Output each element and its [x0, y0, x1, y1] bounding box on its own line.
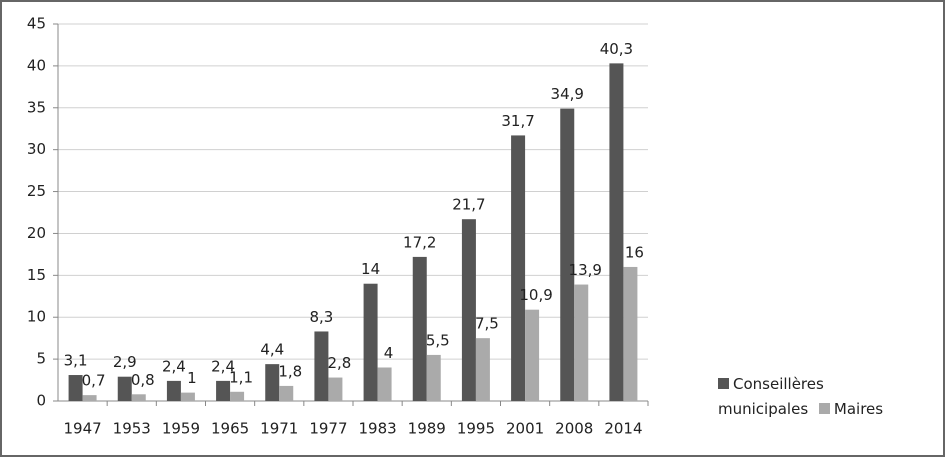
x-tick-label: 1953: [113, 420, 151, 438]
y-tick-label: 15: [27, 266, 46, 284]
value-label: 2,9: [113, 353, 137, 371]
y-tick-label: 45: [27, 15, 46, 33]
value-label: 2,4: [211, 357, 235, 375]
bar: [265, 364, 280, 401]
value-label: 31,7: [501, 112, 534, 130]
legend-marker: [818, 403, 830, 414]
value-label: 34,9: [551, 85, 584, 103]
legend: Conseillères municipales Maires: [718, 372, 918, 422]
legend-label: Conseillères municipales: [718, 375, 824, 418]
value-label: 5,5: [426, 331, 450, 349]
y-tick-label: 10: [27, 308, 46, 326]
value-label: 16: [625, 243, 644, 261]
x-tick-label: 2014: [604, 420, 642, 438]
y-tick-label: 35: [27, 98, 46, 116]
bar: [82, 395, 97, 401]
bar: [180, 392, 195, 401]
x-tick-label: 1977: [309, 420, 347, 438]
value-label: 4,4: [260, 341, 284, 359]
bar: [166, 380, 181, 401]
bar: [363, 283, 378, 401]
bar: [328, 377, 343, 401]
bar: [412, 256, 427, 401]
bar: [117, 376, 132, 401]
bar: [511, 135, 526, 401]
y-tick-label: 20: [27, 224, 46, 242]
value-label: 13,9: [569, 261, 602, 279]
value-label: 10,9: [519, 286, 552, 304]
x-tick-label: 2008: [555, 420, 593, 438]
bar: [623, 266, 638, 401]
bar: [475, 338, 490, 401]
bar: [68, 375, 83, 401]
y-tick-label: 30: [27, 140, 46, 158]
value-label: 14: [361, 260, 380, 278]
bar: [279, 385, 294, 401]
value-label: 3,1: [64, 352, 88, 370]
bar: [426, 354, 441, 401]
value-label: 2,4: [162, 357, 186, 375]
bar: [314, 331, 329, 401]
value-label: 21,7: [452, 196, 485, 214]
bar: [377, 367, 392, 401]
y-tick-label: 5: [36, 350, 46, 368]
value-label: 17,2: [403, 233, 436, 251]
bar: [525, 309, 540, 401]
bar: [574, 284, 589, 401]
x-tick-label: 1983: [358, 420, 396, 438]
x-tick-label: 1947: [63, 420, 101, 438]
value-label: 7,5: [475, 315, 499, 333]
x-tick-label: 1989: [408, 420, 446, 438]
bar: [230, 391, 245, 401]
x-tick-label: 2001: [506, 420, 544, 438]
value-label: 1: [187, 369, 197, 387]
bar: [609, 63, 624, 402]
value-label: 1,8: [278, 362, 302, 380]
x-tick-label: 1971: [260, 420, 298, 438]
legend-marker: [718, 378, 729, 389]
y-tick-label: 25: [27, 182, 46, 200]
bar: [461, 219, 476, 401]
value-label: 2,8: [327, 354, 351, 372]
value-label: 40,3: [600, 40, 633, 58]
value-label: 4: [384, 344, 394, 362]
legend-label: Maires: [833, 400, 884, 418]
bar: [560, 108, 575, 402]
value-label: 8,3: [309, 308, 333, 326]
value-label: 0,8: [131, 371, 155, 389]
y-tick-label: 40: [27, 56, 46, 74]
y-tick-label: 0: [36, 392, 46, 410]
bar: [216, 380, 231, 401]
bar: [131, 394, 146, 401]
x-tick-label: 1965: [211, 420, 249, 438]
value-label: 0,7: [82, 372, 106, 390]
value-label: 1,1: [229, 368, 253, 386]
x-tick-label: 1959: [162, 420, 200, 438]
x-tick-label: 1995: [457, 420, 495, 438]
